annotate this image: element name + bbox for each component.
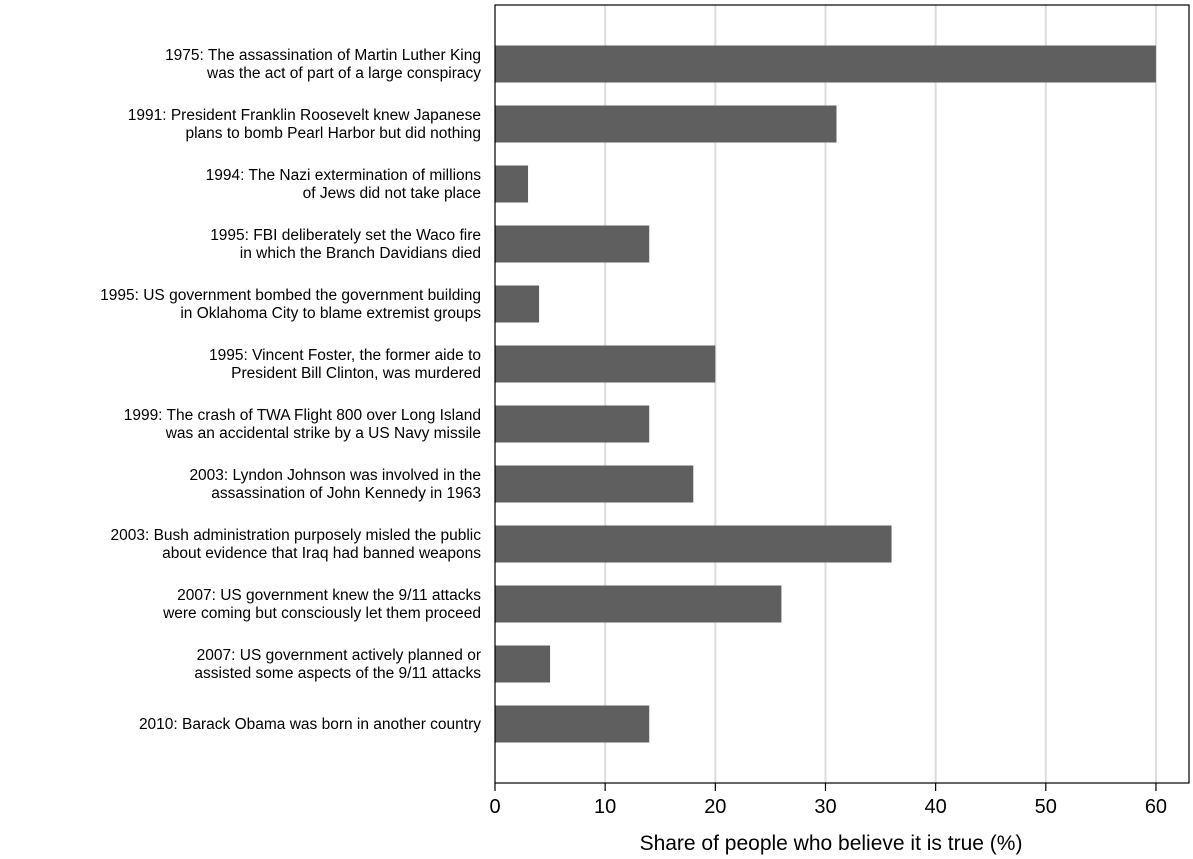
plot-frame (494, 4, 1190, 784)
tick-label-30: 30 (814, 796, 836, 818)
category-label-1-line-1: plans to bomb Pearl Harbor but did nothi… (185, 125, 481, 142)
bar-4 (495, 285, 540, 323)
bar-5 (495, 345, 716, 383)
tick-label-20: 20 (704, 796, 726, 818)
tick-label-10: 10 (594, 796, 616, 818)
bar-10 (495, 645, 551, 683)
bars (495, 45, 1156, 743)
category-label-2-line-0: 1994: The Nazi extermination of millions (206, 167, 482, 184)
category-label-7-line-0: 2003: Lyndon Johnson was involved in the (189, 467, 481, 484)
bar-0 (495, 45, 1156, 83)
tick-label-40: 40 (925, 796, 947, 818)
category-label-5-line-0: 1995: Vincent Foster, the former aide to (209, 347, 481, 364)
category-label-7-line-1: assassination of John Kennedy in 1963 (211, 485, 481, 502)
plot-border (494, 4, 1190, 784)
category-label-2-line-1: of Jews did not take place (303, 185, 481, 202)
category-label-4-line-1: in Oklahoma City to blame extremist grou… (180, 305, 481, 322)
category-label-9-line-0: 2007: US government knew the 9/11 attack… (177, 587, 481, 604)
category-label-8-line-0: 2003: Bush administration purposely misl… (111, 527, 482, 544)
category-label-8-line-1: about evidence that Iraq had banned weap… (162, 545, 481, 562)
bar-9 (495, 585, 782, 623)
bar-11 (495, 705, 650, 743)
category-label-0-line-0: 1975: The assassination of Martin Luther… (165, 47, 481, 64)
category-label-4-line-0: 1995: US government bombed the governmen… (100, 287, 481, 304)
tick-label-50: 50 (1035, 796, 1057, 818)
tick-label-0: 0 (489, 796, 500, 818)
category-label-0-line-1: was the act of part of a large conspirac… (206, 65, 481, 82)
category-label-10-line-1: assisted some aspects of the 9/11 attack… (194, 665, 481, 682)
bar-1 (495, 105, 837, 143)
category-label-6-line-1: was an accidental strike by a US Navy mi… (165, 425, 481, 442)
tick-label-60: 60 (1145, 796, 1167, 818)
bar-3 (495, 225, 650, 263)
bar-8 (495, 525, 892, 563)
category-label-9-line-1: were coming but consciously let them pro… (162, 605, 481, 622)
bar-7 (495, 465, 694, 503)
bar-6 (495, 405, 650, 443)
category-label-1-line-0: 1991: President Franklin Roosevelt knew … (128, 107, 481, 124)
category-label-3-line-0: 1995: FBI deliberately set the Waco fire (210, 227, 481, 244)
category-label-6-line-0: 1999: The crash of TWA Flight 800 over L… (124, 407, 481, 424)
category-labels: 1975: The assassination of Martin Luther… (100, 47, 481, 733)
category-label-5-line-1: President Bill Clinton, was murdered (231, 365, 481, 382)
category-label-10-line-0: 2007: US government actively planned or (197, 647, 481, 664)
category-label-3-line-1: in which the Branch Davidians died (240, 245, 481, 262)
category-label-11-line-0: 2010: Barack Obama was born in another c… (139, 716, 481, 733)
x-axis-ticks: 0 10 20 30 40 50 60 (489, 783, 1167, 818)
bar-2 (495, 165, 529, 203)
x-axis-title: Share of people who believe it is true (… (640, 832, 1023, 855)
